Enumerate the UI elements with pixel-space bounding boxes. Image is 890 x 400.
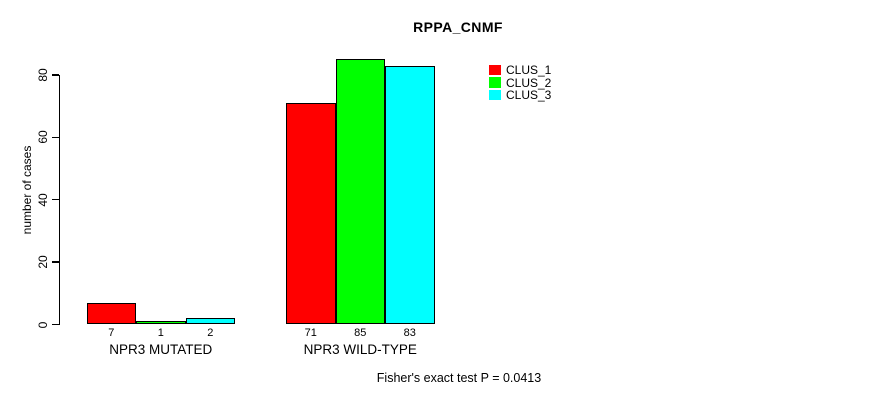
legend-label: CLUS_2 — [506, 75, 552, 90]
bar-clus_1-npr3-mutated — [86, 302, 136, 325]
legend-item-clus_2: CLUS_2 — [489, 75, 552, 90]
bar-value-label: 1 — [157, 327, 164, 339]
bar-clus_2-npr3-wild-type — [335, 59, 385, 325]
legend-item-clus_1: CLUS_1 — [489, 64, 551, 76]
y-axis-tick — [51, 199, 59, 201]
bar-clus_2-npr3-mutated — [136, 321, 186, 325]
y-axis-tick — [51, 323, 59, 326]
bar-clus_1-npr3-wild-type — [286, 102, 336, 325]
bar-clus_3-npr3-mutated — [185, 318, 235, 325]
legend-swatch-clus_2 — [489, 77, 501, 88]
bar-value-label: 83 — [403, 327, 416, 339]
y-axis-tick — [51, 74, 59, 76]
y-axis-tick-label: 60 — [36, 130, 50, 144]
legend-item-clus_3: CLUS_3 — [489, 89, 551, 101]
bar-clus_3-npr3-wild-type — [385, 65, 435, 325]
fishers-test-annotation: Fisher's exact test P = 0.0413 — [376, 371, 542, 385]
bar-value-label: 7 — [108, 327, 115, 339]
y-axis-label: number of cases — [20, 145, 34, 235]
bar-value-label: 85 — [354, 327, 367, 339]
y-axis-tick-label: 20 — [36, 255, 50, 269]
y-axis-tick — [51, 261, 59, 263]
y-axis-tick-label: 80 — [36, 68, 50, 82]
legend-label: CLUS_1 — [506, 63, 552, 78]
y-axis-tick — [51, 136, 59, 138]
legend-swatch-clus_3 — [489, 89, 501, 101]
legend-swatch-clus_1 — [489, 64, 501, 76]
category-label: NPR3 MUTATED — [109, 341, 213, 357]
legend: CLUS_1 CLUS_2 CLUS_3 — [489, 64, 551, 101]
y-axis-line — [58, 74, 60, 326]
chart-title: RPPA_CNMF — [413, 19, 503, 35]
bar-value-label: 71 — [304, 327, 317, 339]
legend-label: CLUS_3 — [506, 87, 552, 102]
bar-value-label: 2 — [207, 327, 214, 339]
y-axis-tick-label: 0 — [36, 321, 50, 328]
category-label: NPR3 WILD-TYPE — [303, 341, 417, 357]
y-axis-tick-label: 40 — [36, 193, 50, 207]
